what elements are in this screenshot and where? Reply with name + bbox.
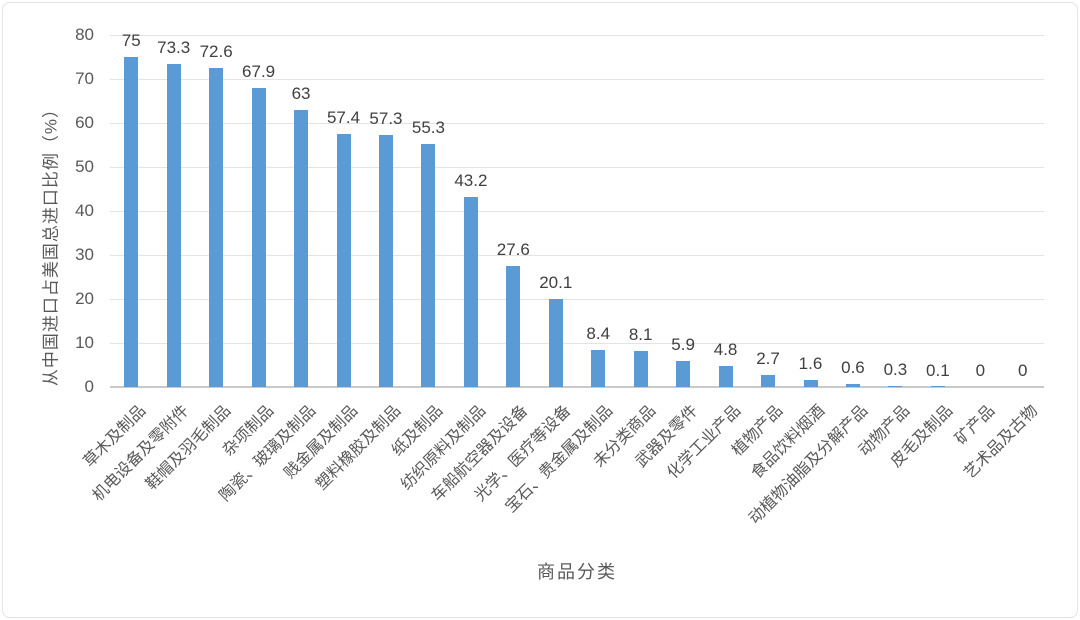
bar xyxy=(888,385,903,387)
bar-value-label: 57.4 xyxy=(326,108,361,128)
bar-value-label: 8.1 xyxy=(628,325,653,345)
bar-value-label: 67.9 xyxy=(242,62,276,82)
bar-value-label: 0.6 xyxy=(841,358,865,378)
bar-value-label: 20.1 xyxy=(539,272,573,292)
gridline xyxy=(110,167,1044,168)
bar-value-label: 0.1 xyxy=(926,360,950,380)
bar xyxy=(591,350,606,387)
bar xyxy=(378,134,393,387)
gridline xyxy=(110,255,1044,256)
bar xyxy=(803,379,818,387)
bar-value-label: 63 xyxy=(291,83,311,103)
y-tick-label: 40 xyxy=(75,201,94,220)
y-tick-label: 50 xyxy=(75,157,94,176)
bar-value-label: 72.6 xyxy=(199,41,233,61)
bar xyxy=(633,351,648,387)
bar-value-label: 73.3 xyxy=(157,38,191,58)
y-tick-label: 80 xyxy=(75,25,94,44)
gridline xyxy=(110,35,1044,36)
x-axis-line xyxy=(110,386,1044,388)
bar-value-label: 0 xyxy=(1018,361,1028,380)
y-tick-label: 20 xyxy=(75,289,94,308)
bar xyxy=(845,384,860,387)
y-tick-label: 30 xyxy=(75,245,94,264)
bar xyxy=(761,375,776,387)
bar-value-label: 2.7 xyxy=(756,349,780,369)
bar xyxy=(294,109,309,387)
bar-value-label: 5.9 xyxy=(671,335,695,355)
bar-value-label: 8.4 xyxy=(586,324,611,344)
bar xyxy=(336,134,351,387)
bar-value-label: 1.6 xyxy=(798,353,823,373)
gridline xyxy=(110,211,1044,212)
bar-value-label: 27.6 xyxy=(496,239,530,259)
bar-value-label: 55.3 xyxy=(411,117,445,137)
bar-value-label: 4.8 xyxy=(713,339,738,359)
y-tick-label: 0 xyxy=(84,377,94,396)
bar xyxy=(421,143,436,387)
bar-value-label: 75 xyxy=(121,31,141,50)
bar xyxy=(463,196,478,387)
bar xyxy=(209,67,224,387)
bar-value-label: 0.3 xyxy=(883,359,908,379)
x-axis-title: 商品分类 xyxy=(537,562,617,582)
gridline xyxy=(110,299,1044,300)
bar xyxy=(124,57,139,387)
gridline xyxy=(110,123,1044,124)
gridline xyxy=(110,79,1044,80)
bar-value-label: 57.3 xyxy=(369,108,403,128)
bar xyxy=(676,361,691,387)
bar-value-label: 43.2 xyxy=(454,170,488,190)
bar xyxy=(718,365,733,387)
y-tick-label: 10 xyxy=(75,333,94,352)
bar xyxy=(251,88,266,387)
bar xyxy=(930,385,945,387)
y-tick-label: 60 xyxy=(75,113,94,132)
gridline xyxy=(110,343,1044,344)
y-tick-label: 70 xyxy=(75,69,94,88)
bar xyxy=(548,298,563,387)
bar xyxy=(166,64,181,387)
bar xyxy=(506,265,521,387)
bar-value-label: 0 xyxy=(975,361,986,380)
